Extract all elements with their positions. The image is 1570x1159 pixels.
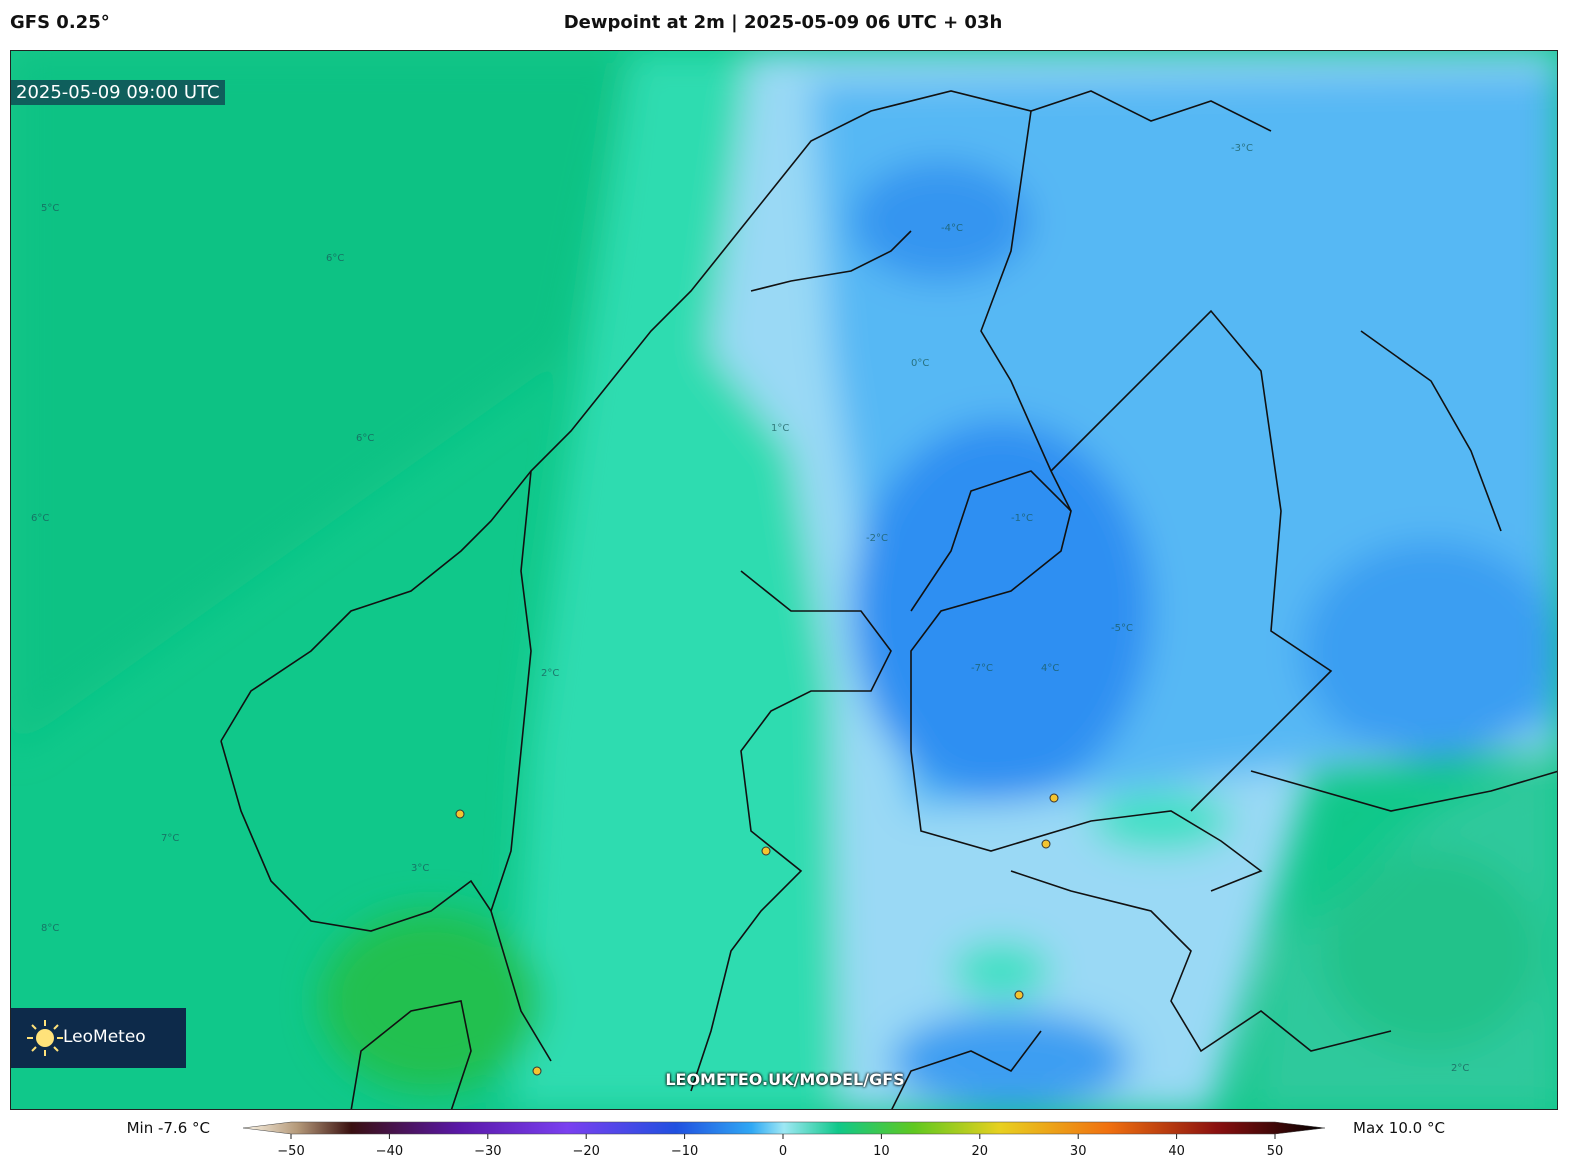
contour-label: 1°C <box>771 423 789 434</box>
valid-time: 2025-05-09 09:00 UTC <box>11 80 225 105</box>
map-canvas: 5°C 6°C 6°C 6°C 7°C 8°C 3°C 2°C 1°C -1°C -2°C -3°C -… <box>11 51 1557 1109</box>
colorbar-tick-label: 50 <box>1267 1144 1284 1159</box>
contour-label: 4°C <box>1041 663 1059 674</box>
contour-label: 7°C <box>161 833 179 844</box>
contour-label: -4°C <box>941 223 963 234</box>
colorbar-tick-label: −10 <box>671 1144 698 1159</box>
coastlines <box>220 90 1557 1109</box>
city-markers <box>455 793 1059 1076</box>
max-label: Max 10.0 °C <box>1353 1119 1445 1137</box>
field-shading <box>11 51 1557 1109</box>
colorbar-tick-label: 0 <box>779 1144 787 1159</box>
contour-label: -5°C <box>1111 623 1133 634</box>
model-name: GFS 0.25° <box>10 12 110 33</box>
contour-label: 8°C <box>41 923 59 934</box>
colorbar-tick-label: −20 <box>572 1144 599 1159</box>
colorbar-tick-label: 40 <box>1168 1144 1185 1159</box>
map-title: Dewpoint at 2m | 2025-05-09 06 UTC + 03h <box>563 12 1003 33</box>
colorbar-ramp <box>242 1121 1326 1135</box>
colorbar: −50 −40 −30 −20 −10 0 10 20 30 40 50 <box>242 1121 1326 1159</box>
contour-label: -2°C <box>866 533 888 544</box>
min-label: Min -7.6 °C <box>126 1119 210 1137</box>
colorbar-tick-label: −30 <box>474 1144 501 1159</box>
logo-text: LeoMeteo <box>63 1027 146 1047</box>
map: 5°C 6°C 6°C 6°C 7°C 8°C 3°C 2°C 1°C -1°C -2°C -3°C -… <box>10 50 1558 1110</box>
colorbar-tick-label: 20 <box>972 1144 989 1159</box>
contour-label: -3°C <box>1231 143 1253 154</box>
logo: LeoMeteo <box>11 1008 186 1068</box>
colorbar-tick-label: 30 <box>1070 1144 1087 1159</box>
colorbar-tick-label: −50 <box>277 1144 304 1159</box>
colorbar-tick-label: −40 <box>376 1144 403 1159</box>
contour-label: 5°C <box>41 203 59 214</box>
contour-label: -1°C <box>1011 513 1033 524</box>
contour-label: 2°C <box>1451 1063 1469 1074</box>
contour-label: 6°C <box>356 433 374 444</box>
watermark: LEOMETEO.UK/MODEL/GFS <box>665 1070 905 1089</box>
contour-label: 2°C <box>541 668 559 679</box>
contour-label: 0°C <box>911 358 929 369</box>
contour-label: 6°C <box>31 513 49 524</box>
contour-label: 3°C <box>411 863 429 874</box>
colorbar-tick-label: 10 <box>873 1144 890 1159</box>
contour-label: -7°C <box>971 663 993 674</box>
logo-sun <box>27 1020 63 1056</box>
contour-label: 6°C <box>326 253 344 264</box>
